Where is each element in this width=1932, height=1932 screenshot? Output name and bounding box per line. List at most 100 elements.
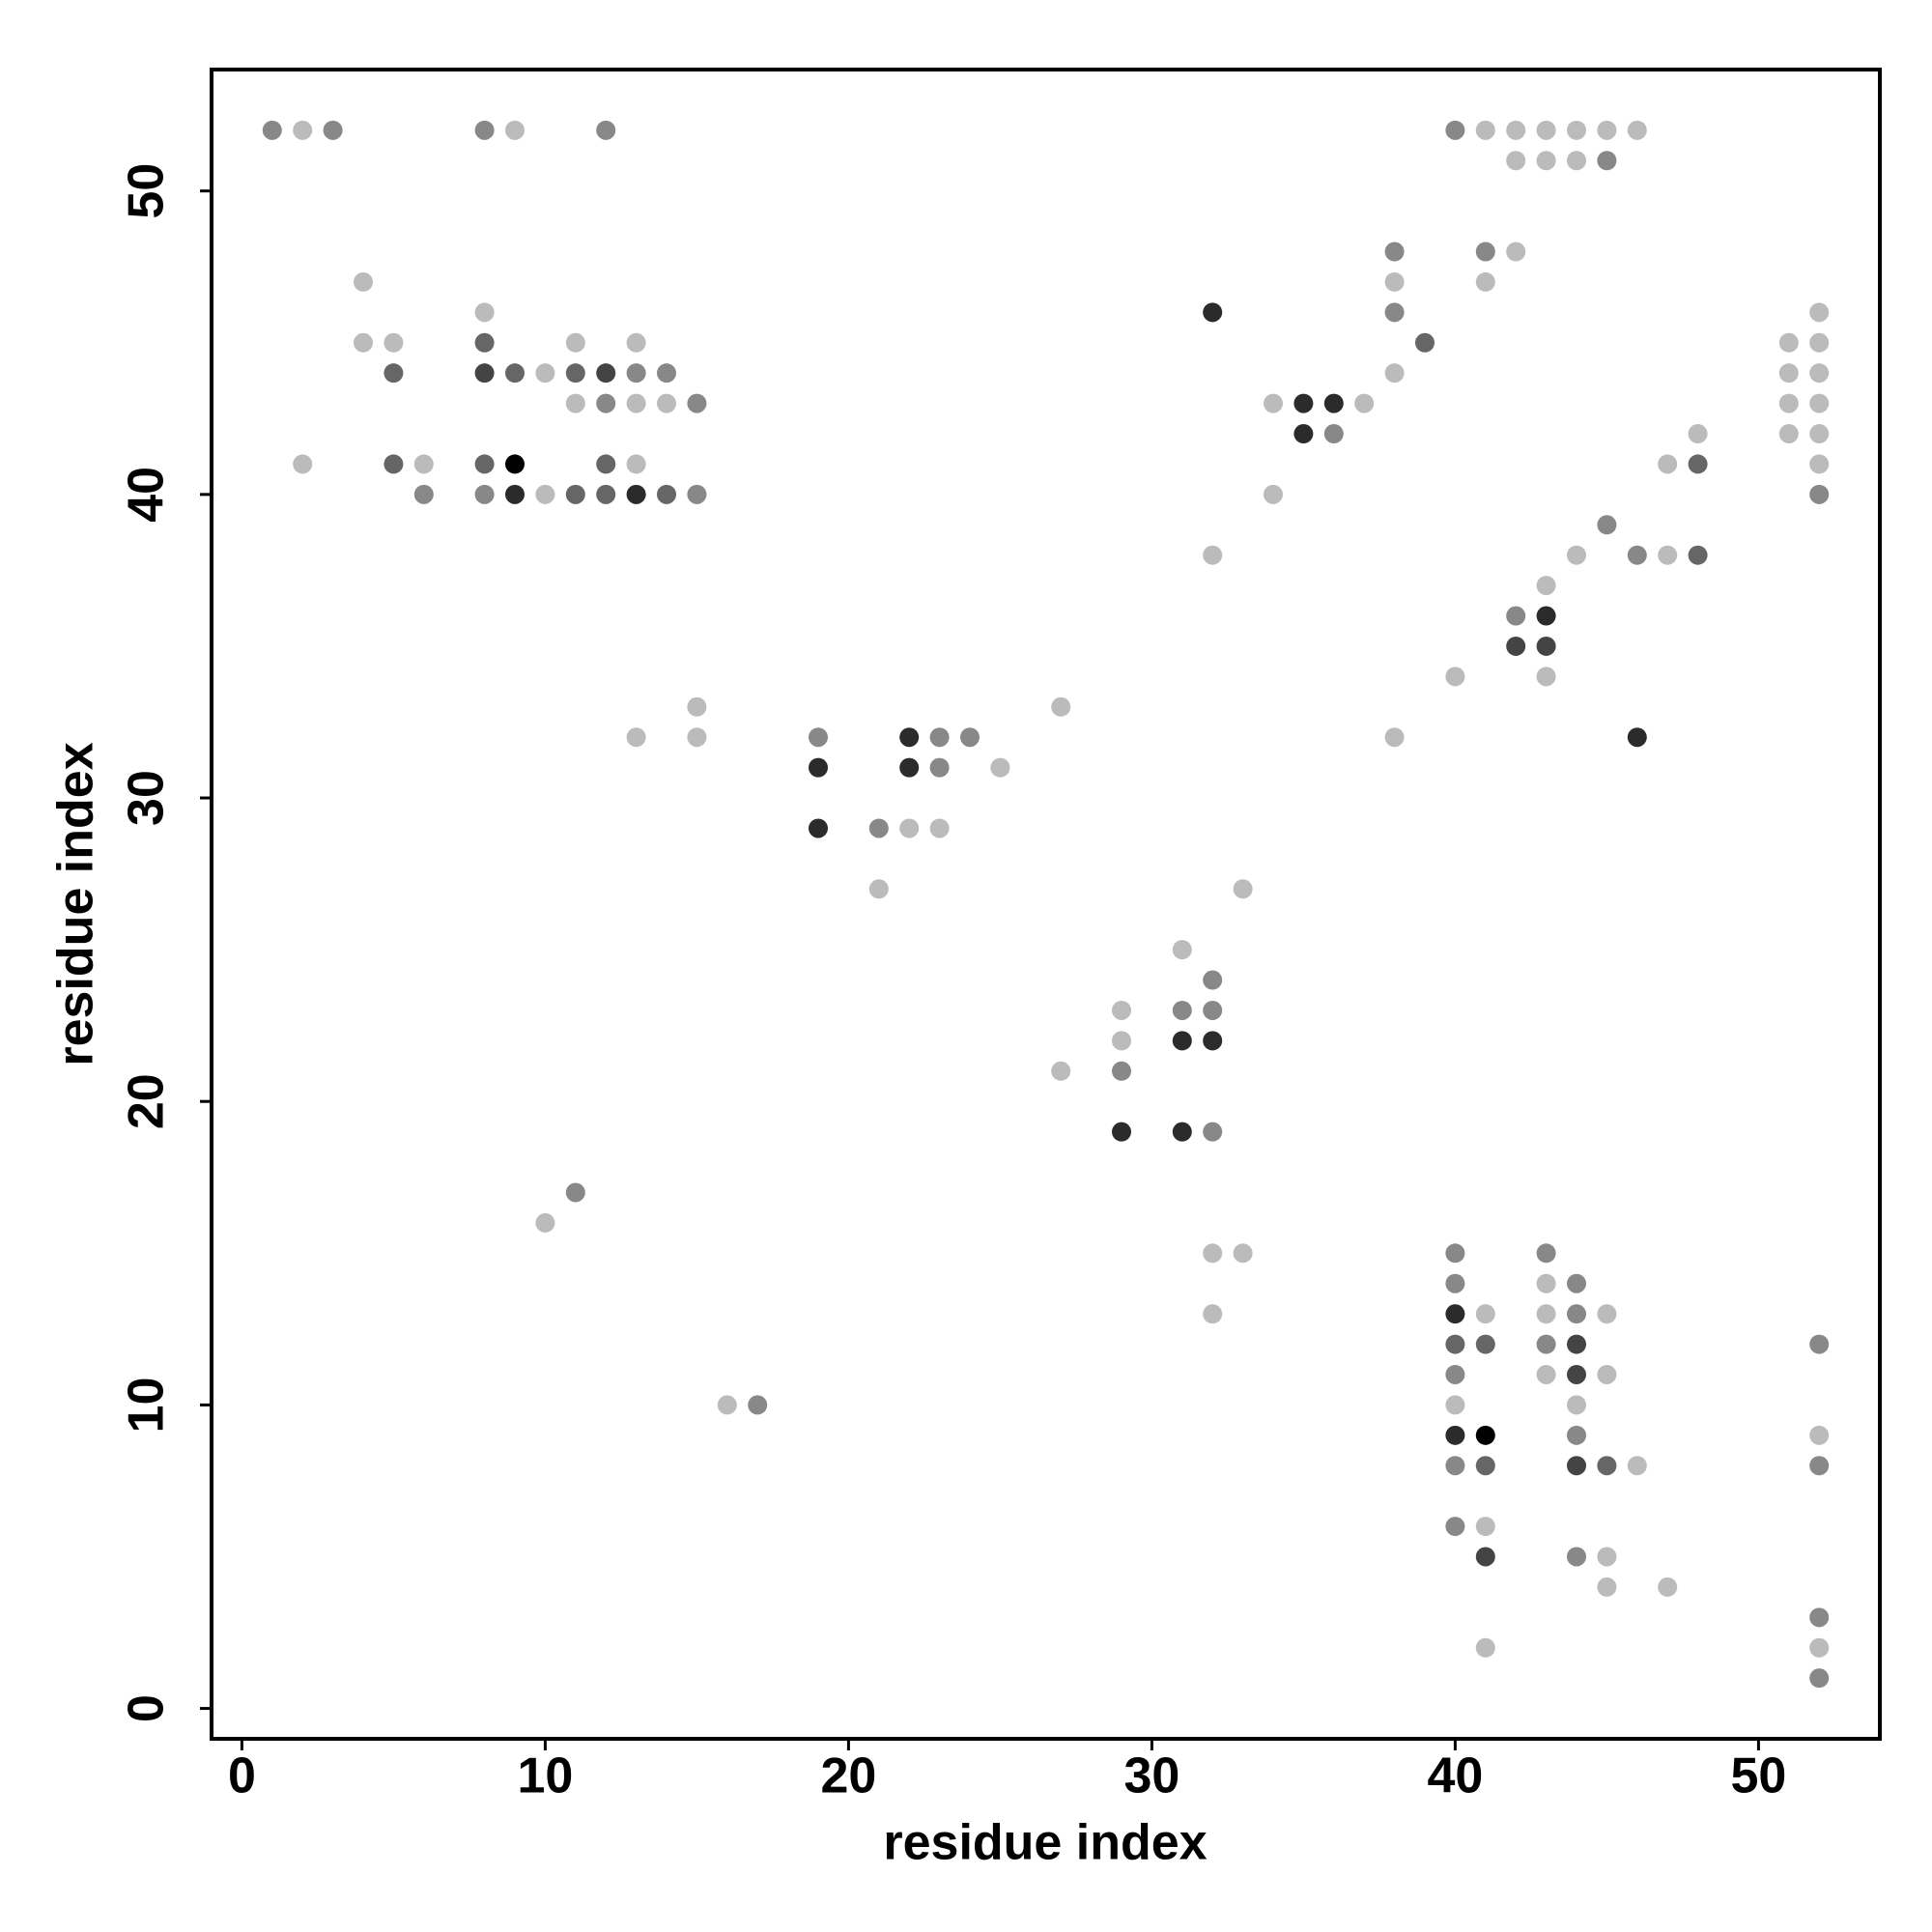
- point: [1203, 1122, 1223, 1142]
- point: [1536, 667, 1556, 687]
- point: [323, 120, 343, 140]
- point: [262, 120, 282, 140]
- point: [1475, 1304, 1495, 1324]
- y-tick-label: 40: [119, 467, 175, 523]
- point: [596, 393, 616, 413]
- point: [413, 484, 434, 504]
- point: [1536, 151, 1556, 171]
- point: [868, 879, 889, 899]
- point: [413, 454, 434, 474]
- point: [1445, 120, 1465, 140]
- point: [1778, 393, 1799, 413]
- point: [626, 393, 646, 413]
- point: [505, 454, 525, 474]
- x-tick-label: 30: [1123, 1748, 1179, 1804]
- point: [687, 727, 707, 748]
- point: [1475, 1517, 1495, 1537]
- point: [1688, 424, 1708, 444]
- point: [1567, 1395, 1586, 1415]
- point: [384, 363, 404, 384]
- point: [1567, 1425, 1586, 1445]
- point: [626, 332, 646, 353]
- point: [1445, 1425, 1465, 1445]
- point: [687, 484, 707, 504]
- point: [1536, 1364, 1556, 1384]
- point: [293, 120, 313, 140]
- point: [1172, 1000, 1192, 1020]
- point: [1264, 484, 1283, 504]
- point: [809, 757, 828, 778]
- point: [1475, 1334, 1495, 1354]
- point: [1384, 242, 1405, 262]
- point: [1506, 151, 1526, 171]
- point: [1809, 332, 1830, 353]
- point: [1475, 1547, 1495, 1567]
- point: [1809, 393, 1830, 413]
- point: [1415, 332, 1435, 353]
- point: [1809, 1456, 1830, 1476]
- point: [565, 393, 585, 413]
- point: [1233, 879, 1253, 899]
- point: [809, 818, 828, 838]
- point: [565, 332, 585, 353]
- point: [1112, 1122, 1131, 1142]
- point: [565, 1182, 585, 1203]
- point: [354, 332, 373, 353]
- point: [1475, 1425, 1495, 1445]
- y-tick-label: 10: [119, 1377, 175, 1433]
- point: [1597, 1364, 1617, 1384]
- point: [565, 363, 585, 384]
- point: [1536, 1243, 1556, 1264]
- point: [1567, 1273, 1586, 1293]
- point: [626, 454, 646, 474]
- point: [1112, 1061, 1131, 1081]
- point: [535, 484, 555, 504]
- point: [1323, 393, 1344, 413]
- point: [1809, 1425, 1830, 1445]
- point: [535, 1212, 555, 1233]
- point: [868, 818, 889, 838]
- point: [1293, 393, 1314, 413]
- point: [1506, 606, 1526, 626]
- point: [1203, 302, 1223, 323]
- point: [474, 332, 495, 353]
- point: [1627, 120, 1647, 140]
- point: [899, 727, 920, 748]
- point: [1809, 1607, 1830, 1628]
- point: [657, 484, 676, 504]
- y-tick-label: 50: [119, 163, 175, 219]
- point: [1809, 363, 1830, 384]
- point: [1384, 363, 1405, 384]
- point: [1536, 1273, 1556, 1293]
- point: [1264, 393, 1283, 413]
- point: [1567, 1547, 1586, 1567]
- point: [596, 363, 616, 384]
- point: [1536, 636, 1556, 656]
- point: [626, 363, 646, 384]
- point: [1778, 363, 1799, 384]
- point: [1172, 1031, 1192, 1051]
- point: [596, 484, 616, 504]
- point: [899, 757, 920, 778]
- x-tick-label: 50: [1730, 1748, 1786, 1804]
- point: [1597, 151, 1617, 171]
- point: [1203, 1031, 1223, 1051]
- point: [1658, 1577, 1678, 1597]
- point: [293, 454, 313, 474]
- point: [565, 484, 585, 504]
- point: [1203, 1304, 1223, 1324]
- point: [1293, 424, 1314, 444]
- point: [748, 1395, 768, 1415]
- x-tick-label: 10: [517, 1748, 573, 1804]
- point: [1112, 1031, 1131, 1051]
- point: [1172, 1122, 1192, 1142]
- x-axis-title: residue index: [883, 1815, 1207, 1871]
- point: [1445, 1517, 1465, 1537]
- point: [687, 393, 707, 413]
- y-tick-label: 30: [119, 770, 175, 826]
- point: [1567, 120, 1586, 140]
- point: [1536, 120, 1556, 140]
- point: [354, 271, 373, 292]
- point: [1051, 1061, 1071, 1081]
